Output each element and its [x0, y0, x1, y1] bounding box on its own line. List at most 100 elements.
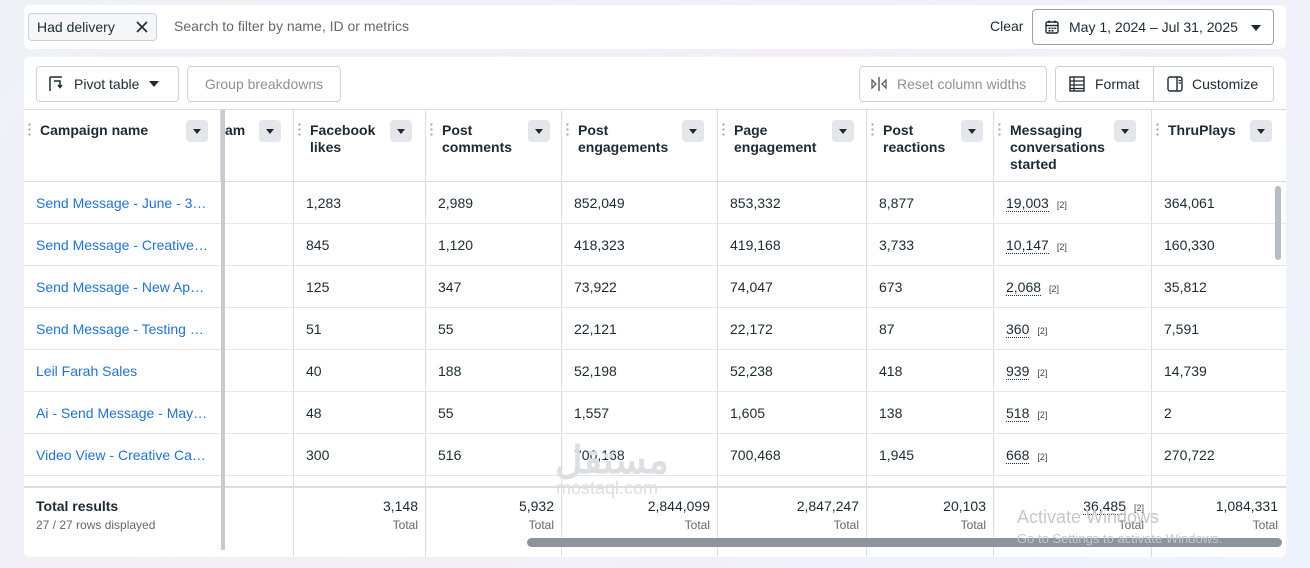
campaign-name-link[interactable]: Ai - Send Message - May… — [36, 405, 208, 421]
thruplays-value: 160,330 — [1164, 237, 1215, 253]
column-header-label: ThruPlays — [1168, 122, 1236, 138]
column-menu-button[interactable] — [390, 120, 412, 142]
column-header-label-line: reactions — [883, 139, 946, 155]
messaging-conversations-value[interactable]: 939 [2] — [1006, 350, 1047, 392]
total-value[interactable]: 36,485 — [1083, 498, 1126, 515]
post-engagements-value: 418,323 — [574, 237, 625, 253]
column-header-label-line: conversations — [1010, 139, 1105, 155]
table-row[interactable]: Send Message - Testing … 51 55 22,121 22… — [24, 308, 1286, 350]
drag-handle-icon[interactable] — [998, 122, 1001, 138]
total-post-reactions: 20,103 Total — [867, 498, 986, 532]
messaging-value-link[interactable]: 19,003 — [1006, 195, 1049, 212]
campaign-name-link[interactable]: Leil Farah Sales — [36, 363, 138, 379]
table-row[interactable]: Leil Farah Sales 40 188 52,198 52,238 41… — [24, 350, 1286, 392]
messaging-conversations-value[interactable]: 360 [2] — [1006, 308, 1047, 350]
pivot-table-label: Pivot table — [74, 76, 140, 92]
column-header-facebook-likes[interactable]: Facebook likes — [294, 110, 426, 182]
messaging-conversations-value[interactable]: 19,003 [2] — [1006, 182, 1067, 224]
column-menu-button[interactable] — [528, 120, 550, 142]
column-header-page-engagement[interactable]: Page engagement — [718, 110, 867, 182]
messaging-conversations-value[interactable]: 10,147 [2] — [1006, 224, 1067, 266]
column-divider — [993, 182, 994, 557]
filter-chip[interactable]: Had delivery — [28, 13, 157, 41]
table-row[interactable]: Video View - Creative Ca… 300 516 700,16… — [24, 434, 1286, 476]
post-engagements-value: 52,198 — [574, 363, 617, 379]
column-header-campaign-name[interactable]: Campaign name — [24, 110, 221, 182]
post-engagements-value: 22,121 — [574, 321, 617, 337]
horizontal-scrollbar[interactable] — [527, 538, 1282, 547]
messaging-value-link[interactable]: 939 — [1006, 363, 1030, 380]
date-range-picker[interactable]: May 1, 2024 – Jul 31, 2025 — [1032, 9, 1274, 45]
total-facebook-likes: 3,148 Total — [294, 498, 418, 532]
messaging-value-link[interactable]: 2,068 — [1006, 279, 1042, 296]
total-post-comments: 5,932 Total — [426, 498, 554, 532]
column-divider — [293, 182, 294, 557]
post-comments-value: 347 — [438, 279, 462, 295]
table-row[interactable]: Ai - Send Message - May… 48 55 1,557 1,6… — [24, 392, 1286, 434]
customize-button[interactable]: Customize — [1153, 66, 1274, 102]
drag-handle-icon[interactable] — [430, 122, 433, 138]
frozen-column-divider[interactable] — [221, 110, 225, 550]
drag-handle-icon[interactable] — [722, 122, 725, 138]
messaging-value-link[interactable]: 518 — [1006, 405, 1030, 422]
campaign-name-link[interactable]: Send Message - Testing … — [36, 321, 204, 337]
pivot-table-button[interactable]: Pivot table — [36, 66, 179, 102]
drag-handle-icon[interactable] — [298, 122, 301, 138]
post-comments-value: 55 — [438, 405, 454, 421]
page-engagement-value: 1,605 — [730, 405, 766, 421]
column-menu-button[interactable] — [259, 120, 281, 142]
calendar-icon — [1045, 20, 1059, 34]
reset-column-widths-button[interactable]: Reset column widths — [859, 66, 1047, 102]
messaging-conversations-value[interactable]: 668 [2] — [1006, 434, 1047, 476]
customize-icon — [1167, 76, 1183, 92]
column-menu-button[interactable] — [961, 120, 983, 142]
campaign-name-link[interactable]: Send Message - New Ap… — [36, 279, 205, 295]
filter-chip-label: Had delivery — [37, 19, 115, 35]
post-engagements-value: 700,168 — [574, 447, 625, 463]
column-menu-button[interactable] — [682, 120, 704, 142]
total-page-engagement: 2,847,247 Total — [718, 498, 859, 532]
search-input[interactable] — [174, 15, 734, 37]
column-header-thruplays[interactable]: ThruPlays — [1152, 110, 1286, 182]
post-comments-value: 2,989 — [438, 195, 474, 211]
format-icon — [1069, 76, 1085, 92]
footnote-marker: [2] — [1133, 503, 1144, 513]
facebook-likes-value: 300 — [306, 447, 330, 463]
column-menu-button[interactable] — [186, 120, 208, 142]
chevron-down-icon — [1251, 25, 1261, 31]
column-header-post-comments[interactable]: Post comments — [426, 110, 562, 182]
total-value: 2,847,247 — [796, 498, 859, 514]
messaging-value-link[interactable]: 360 — [1006, 321, 1030, 338]
column-header-post-engagements[interactable]: Post engagements — [562, 110, 718, 182]
clear-button[interactable]: Clear — [990, 18, 1024, 34]
post-reactions-value: 3,733 — [879, 237, 915, 253]
column-menu-button[interactable] — [832, 120, 854, 142]
messaging-conversations-value[interactable]: 518 [2] — [1006, 392, 1047, 434]
thruplays-value: 14,739 — [1164, 363, 1207, 379]
column-menu-button[interactable] — [1250, 120, 1272, 142]
format-button[interactable]: Format — [1055, 66, 1154, 102]
column-header-label-line: engagements — [578, 139, 669, 155]
messaging-conversations-value[interactable]: 2,068 [2] — [1006, 266, 1059, 308]
campaign-name-link[interactable]: Send Message - Creative… — [36, 237, 208, 253]
close-icon[interactable] — [134, 19, 150, 35]
table-row[interactable]: Send Message - Creative… 845 1,120 418,3… — [24, 224, 1286, 266]
messaging-value-link[interactable]: 10,147 — [1006, 237, 1049, 254]
campaign-name-link[interactable]: Send Message - June - 3… — [36, 195, 207, 211]
vertical-scrollbar[interactable] — [1275, 186, 1281, 260]
column-header-messaging-conversations[interactable]: Messaging conversations started — [994, 110, 1152, 182]
campaign-name-link[interactable]: Video View - Creative Ca… — [36, 447, 206, 463]
column-header-label-line: Post — [883, 122, 914, 138]
drag-handle-icon[interactable] — [871, 122, 874, 138]
date-range-label: May 1, 2024 – Jul 31, 2025 — [1069, 19, 1238, 35]
column-menu-button[interactable] — [1114, 120, 1136, 142]
drag-handle-icon[interactable] — [28, 122, 31, 138]
messaging-value-link[interactable]: 668 — [1006, 447, 1030, 464]
group-breakdowns-button[interactable]: Group breakdowns — [187, 66, 341, 102]
column-header-partial[interactable]: am — [225, 110, 294, 182]
table-row[interactable]: Send Message - New Ap… 125 347 73,922 74… — [24, 266, 1286, 308]
drag-handle-icon[interactable] — [1156, 122, 1159, 138]
table-row[interactable]: Send Message - June - 3… 1,283 2,989 852… — [24, 182, 1286, 224]
column-header-post-reactions[interactable]: Post reactions — [867, 110, 994, 182]
drag-handle-icon[interactable] — [566, 122, 569, 138]
